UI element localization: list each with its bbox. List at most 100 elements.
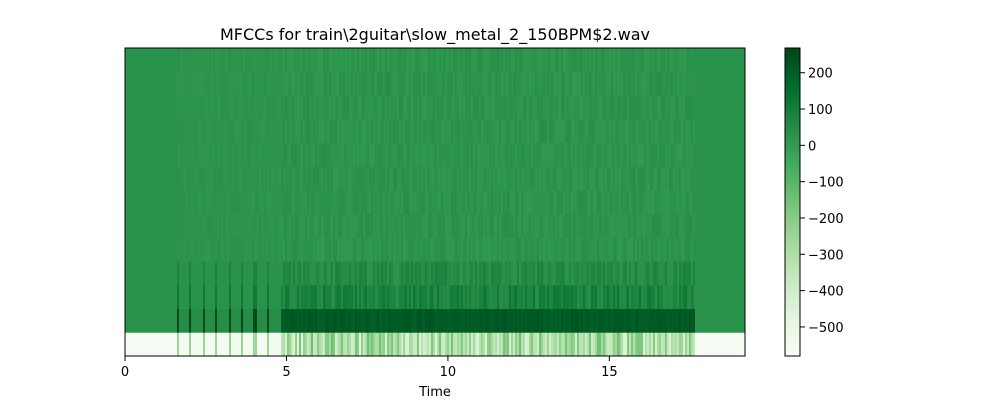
heatmap-cell <box>645 95 648 120</box>
heatmap-cell <box>497 213 500 238</box>
heatmap-cell <box>373 308 376 333</box>
heatmap-cell <box>515 119 518 144</box>
colorbar-segment <box>785 191 800 195</box>
heatmap-cell <box>321 237 324 262</box>
heatmap-cell <box>739 332 742 357</box>
heatmap-cell <box>251 71 254 96</box>
heatmap-cell <box>719 284 722 310</box>
heatmap-cell <box>649 284 652 310</box>
heatmap-cell <box>155 332 158 357</box>
heatmap-cell <box>213 237 216 262</box>
heatmap-cell <box>593 142 596 167</box>
heatmap-cell <box>355 166 358 191</box>
heatmap-cell <box>211 142 214 167</box>
heatmap-cell <box>335 284 338 310</box>
heatmap-cell <box>301 237 304 262</box>
heatmap-cell <box>221 71 224 96</box>
heatmap-cell <box>169 332 172 357</box>
heatmap-cell <box>209 332 212 357</box>
heatmap-cell <box>185 213 188 238</box>
heatmap-cell <box>367 119 370 144</box>
heatmap-cell <box>191 190 194 215</box>
heatmap-cell <box>627 71 630 96</box>
heatmap-cell <box>419 261 422 286</box>
heatmap-cell <box>271 261 274 286</box>
heatmap-cell <box>235 261 238 286</box>
heatmap-cell <box>353 166 356 191</box>
heatmap-cell <box>153 166 156 191</box>
heatmap-cell <box>487 166 490 191</box>
heatmap-cell <box>659 332 662 357</box>
heatmap-cell <box>665 119 668 144</box>
heatmap-cell <box>183 284 186 310</box>
heatmap-cell <box>389 166 392 191</box>
heatmap-cell <box>181 237 184 262</box>
heatmap-cell <box>285 213 288 238</box>
heatmap-cell <box>371 261 374 286</box>
heatmap-cell <box>369 190 372 215</box>
heatmap-cell <box>439 190 442 215</box>
heatmap-cell <box>319 48 322 73</box>
heatmap-cell <box>359 142 362 167</box>
heatmap-cell <box>393 142 396 167</box>
heatmap-cell <box>351 166 354 191</box>
heatmap-cell <box>251 95 254 120</box>
heatmap-cell <box>173 119 176 144</box>
heatmap-cell <box>627 237 630 262</box>
heatmap-cell <box>649 48 652 73</box>
heatmap-cell <box>295 190 298 215</box>
heatmap-cell <box>297 71 300 96</box>
heatmap-cell <box>645 284 648 310</box>
heatmap-cell <box>475 190 478 215</box>
heatmap-cell <box>541 213 544 238</box>
heatmap-cell <box>703 190 706 215</box>
heatmap-cell <box>431 142 434 167</box>
heatmap-cell <box>667 119 670 144</box>
heatmap-cell <box>429 119 432 144</box>
heatmap-cell <box>559 284 562 310</box>
heatmap-cell <box>365 213 368 238</box>
heatmap-cell <box>399 119 402 144</box>
heatmap-cell <box>147 95 150 120</box>
heatmap-cell <box>609 71 612 96</box>
heatmap-cell <box>333 142 336 167</box>
heatmap-cell <box>501 332 504 357</box>
heatmap-cell <box>615 166 618 191</box>
heatmap-cell <box>715 48 718 73</box>
heatmap-cell <box>587 71 590 96</box>
heatmap-cell <box>253 142 256 167</box>
heatmap-cell <box>617 95 620 120</box>
heatmap-cell <box>235 95 238 120</box>
heatmap-cell <box>335 308 338 333</box>
heatmap-cell <box>693 119 696 144</box>
heatmap-cell <box>561 332 564 357</box>
heatmap-cell <box>139 284 142 310</box>
heatmap-cell <box>571 213 574 238</box>
heatmap-cell <box>149 95 152 120</box>
heatmap-cell <box>729 142 732 167</box>
heatmap-cell <box>253 119 256 144</box>
heatmap-cell <box>265 119 268 144</box>
heatmap-cell <box>379 213 382 238</box>
heatmap-cell <box>307 308 310 333</box>
heatmap-cell <box>557 190 560 215</box>
heatmap-cell <box>601 119 604 144</box>
heatmap-cell <box>219 71 222 96</box>
heatmap-cell <box>293 71 296 96</box>
heatmap-cell <box>225 142 228 167</box>
heatmap-cell <box>585 166 588 191</box>
heatmap-cell <box>639 308 642 333</box>
heatmap-cell <box>501 213 504 238</box>
heatmap-cell <box>375 71 378 96</box>
heatmap-cell <box>299 166 302 191</box>
heatmap-cell <box>477 190 480 215</box>
heatmap-cell <box>605 166 608 191</box>
heatmap-cell <box>487 48 490 73</box>
heatmap-cell <box>477 261 480 286</box>
heatmap-cell <box>217 95 220 120</box>
heatmap-cell <box>695 166 698 191</box>
heatmap-cell <box>487 332 490 357</box>
heatmap-cell <box>169 71 172 96</box>
heatmap-cell <box>533 119 536 144</box>
heatmap-cell <box>381 71 384 96</box>
